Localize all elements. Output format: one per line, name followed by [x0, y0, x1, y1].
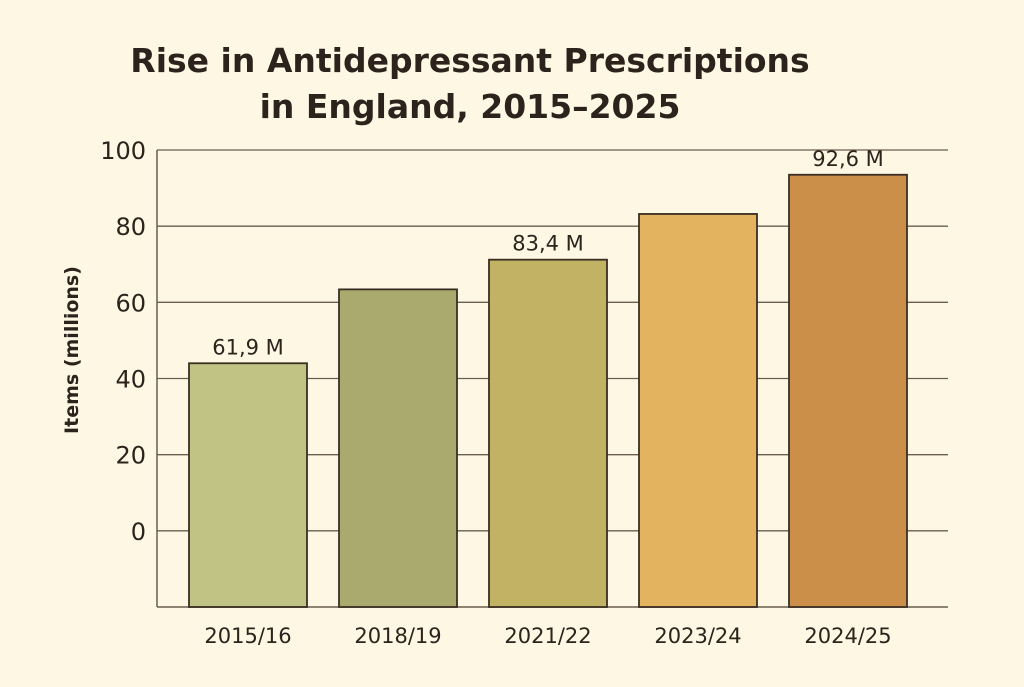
y-tick-label: 60 [115, 289, 146, 317]
data-label: 61,9 M [212, 335, 284, 359]
bar-2021-22 [488, 258, 608, 608]
bar-2024-25 [788, 173, 908, 608]
y-tick-label: 0 [131, 518, 146, 546]
bar-2018-19 [338, 288, 458, 608]
y-tick-label: 100 [100, 137, 146, 165]
x-tick-label: 2018/19 [354, 624, 441, 648]
data-label: 92,6 M [812, 147, 884, 171]
y-tick-label: 80 [115, 213, 146, 241]
y-axis-label: Items (millions) [61, 266, 83, 434]
x-tick-label: 2023/24 [654, 624, 741, 648]
bar-2023-24 [638, 213, 758, 608]
y-tick-label: 40 [115, 366, 146, 394]
chart-title-line-1: Rise in Antidepressant Prescriptions [130, 41, 809, 80]
x-tick-label: 2015/16 [204, 624, 291, 648]
y-tick-label: 20 [115, 442, 146, 470]
x-tick-label: 2024/25 [804, 624, 891, 648]
bar-2015-16 [188, 362, 308, 608]
x-tick-label: 2021/22 [504, 624, 591, 648]
chart-title-line-2: in England, 2015–2025 [260, 87, 681, 126]
data-label: 83,4 M [512, 232, 584, 256]
